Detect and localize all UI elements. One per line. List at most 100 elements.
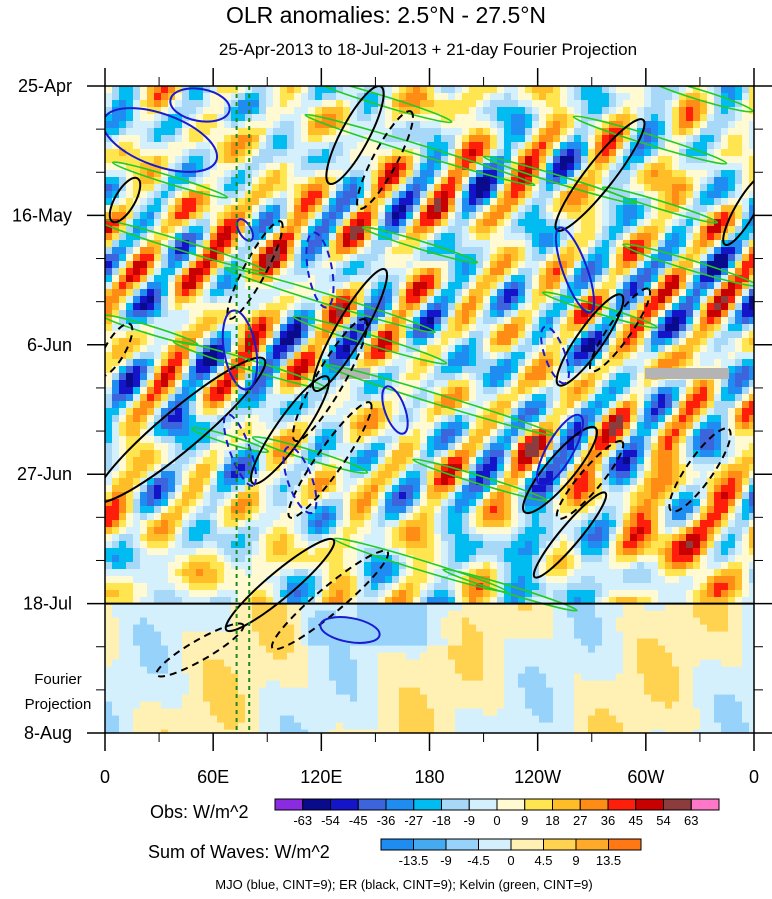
y-tick-label: 18-Jul [23,594,72,614]
kelvin-contour [304,113,536,187]
waves-colorbar-tick-label: 9 [572,853,579,868]
obs-colorbar-label: Obs: W/m^2 [150,802,249,822]
obs-colorbar-tick-label: 18 [545,813,559,828]
obs-colorbar-tick-label: 27 [573,813,587,828]
obs-colorbar-swatch [468,798,498,811]
y-tick-label: 8-Aug [24,723,72,743]
waves-colorbar-swatch [543,838,577,851]
x-tick-label: 180 [414,767,444,787]
obs-colorbar-swatch [274,798,304,811]
er-contour [224,537,336,633]
olr-anomaly-field [105,86,754,733]
er-contour [532,491,608,579]
waves-colorbar-tick-label: 0 [507,853,514,868]
mjo-contour [169,87,231,123]
kelvin-contour [251,436,369,474]
x-tick-label: 120E [300,767,342,787]
kelvin-contour [111,161,229,199]
obs-colorbar-swatch [357,798,387,811]
obs-colorbar-swatch [524,798,553,811]
y-tick-label: 25-Apr [18,76,72,96]
y-tick-label: 27-Jun [17,464,72,484]
kelvin-contour [307,86,453,124]
wave-legend-caption: MJO (blue, CINT=9); ER (black, CINT=9); … [215,877,593,892]
y-tick-label: 6-Jun [27,335,72,355]
wave-contours [105,86,754,733]
obs-colorbar-tick-label: -45 [349,813,368,828]
er-contour [356,110,414,210]
kelvin-contour [190,426,270,454]
mjo-contour [540,325,570,385]
er-contour [668,427,732,513]
er-contour [311,267,389,393]
er-contour [522,425,598,515]
kelvin-contour [622,243,754,287]
obs-colorbar-tick-label: 63 [684,813,698,828]
chart-title: OLR anomalies: 2.5°N - 27.5°N [225,2,547,28]
obs-colorbar-swatch [302,798,331,811]
er-contour [270,549,390,651]
kelvin-contour [412,458,548,502]
obs-colorbar-tick-label: -63 [293,813,312,828]
mjo-contour [221,309,259,391]
waves-colorbar-tick-label: 13.5 [596,853,621,868]
waves-colorbar-tick-label: 4.5 [534,853,552,868]
colorbars: -63 -54 -45 -36 -27 -18 -9 0 9 18 27 36 45 54 63-13.5-… [274,798,720,868]
kelvin-contour [442,568,578,612]
kelvin-contour [572,115,728,165]
obs-colorbar-tick-label: 45 [629,813,643,828]
kelvin-contour [601,186,719,224]
mjo-contour [236,218,254,242]
er-contour [291,317,369,443]
er-contour [555,293,625,387]
kelvin-contour [482,155,638,205]
kelvin-contour [223,266,437,334]
er-contour [287,401,373,519]
obs-colorbar-tick-label: 54 [656,813,670,828]
obs-colorbar-swatch [690,798,720,811]
mjo-contour [105,107,219,173]
axes: 25-Apr 16-May 6-Jun 27-Jun 18-Jul 8-Aug Fourie… [12,68,772,787]
kelvin-contour [646,86,754,113]
er-contour [105,356,267,504]
obs-colorbar-swatch [552,798,581,811]
x-tick-label: 60E [197,767,229,787]
mjo-contour [381,385,409,435]
waves-colorbar-swatch [413,838,447,851]
missing-data-bar [340,368,370,379]
chart-subtitle: 25-Apr-2013 to 18-Jul-2013 + 21-day Four… [218,40,638,59]
obs-colorbar-swatch [635,798,664,811]
y-tick-label: 16-May [12,205,72,225]
waves-colorbar-swatch [478,838,512,851]
waves-colorbar-tick-label: -4.5 [467,853,489,868]
x-tick-label: 120W [514,767,561,787]
obs-colorbar-tick-label: 9 [521,813,528,828]
waves-colorbar-label: Sum of Waves: W/m^2 [148,842,330,862]
waves-colorbar-swatch [445,838,479,851]
waves-colorbar-swatch [380,838,414,851]
obs-colorbar-tick-label: 36 [601,813,615,828]
er-contour [108,176,142,224]
waves-colorbar-swatch [510,838,544,851]
obs-colorbar-tick-label: -18 [432,813,451,828]
obs-colorbar-swatch [330,798,359,811]
waves-colorbar-tick-label: -13.5 [399,853,429,868]
mjo-contour [282,445,318,515]
er-contour [249,375,331,485]
waves-colorbar-swatch [575,838,609,851]
kelvin-contour [361,226,479,264]
er-contour [555,440,625,520]
er-contour [588,287,652,373]
obs-colorbar-swatch [385,798,415,811]
waves-colorbar-tick-label: -9 [440,853,452,868]
obs-colorbar-tick-label: -9 [463,813,475,828]
mjo-contour [319,616,381,644]
x-tick-label: 0 [100,767,110,787]
mjo-contour [305,231,335,309]
er-contour [105,322,134,378]
missing-data-bar [645,368,729,379]
obs-colorbar-swatch [413,798,442,811]
obs-colorbar-swatch [441,798,470,811]
obs-colorbar-tick-label: -36 [377,813,396,828]
